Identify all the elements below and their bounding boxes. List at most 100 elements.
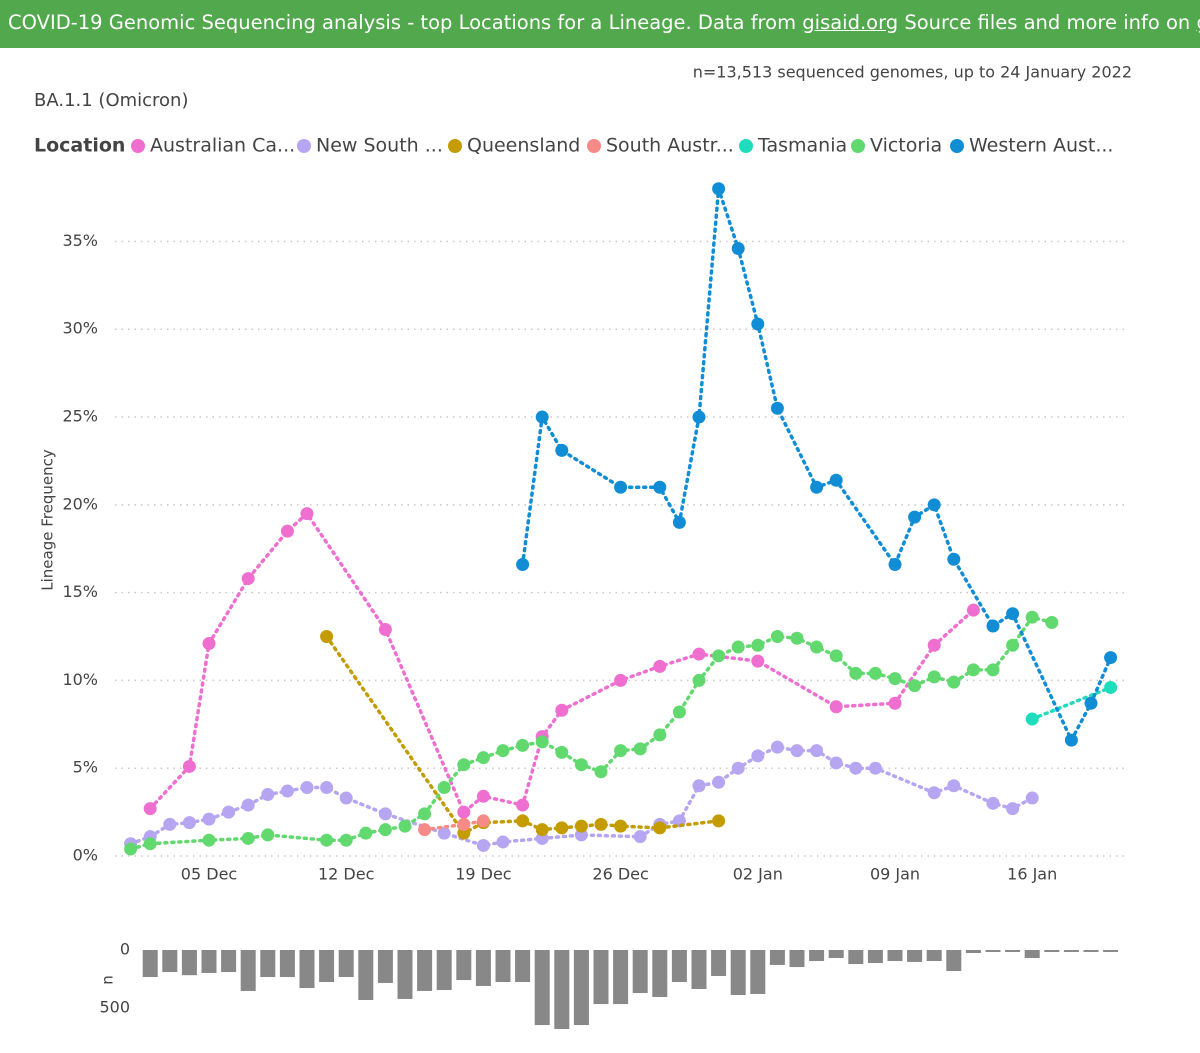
- data-point: [320, 833, 334, 847]
- data-point: [182, 816, 196, 830]
- data-point: [829, 649, 843, 663]
- data-point: [947, 779, 961, 793]
- legend-label: Western Aust...: [969, 135, 1113, 157]
- x-tick-label: 16 Jan: [1007, 865, 1057, 884]
- data-point: [829, 473, 843, 487]
- data-point: [300, 781, 314, 795]
- data-point: [594, 817, 608, 831]
- data-point: [202, 637, 216, 651]
- data-point: [437, 781, 451, 795]
- data-point: [614, 744, 628, 758]
- data-point: [1025, 610, 1039, 624]
- data-point: [574, 758, 588, 772]
- data-point: [339, 791, 353, 805]
- bar: [162, 950, 178, 973]
- data-point: [731, 640, 745, 654]
- data-point: [770, 740, 784, 754]
- data-point: [1025, 791, 1039, 805]
- data-point: [202, 812, 216, 826]
- bar: [475, 950, 491, 986]
- data-point: [653, 821, 667, 835]
- bar: [338, 950, 354, 978]
- data-point: [143, 837, 157, 851]
- y-tick-label: 15%: [62, 582, 98, 601]
- bar: [142, 950, 158, 978]
- series-line: [520, 188, 1113, 745]
- data-point: [829, 756, 843, 770]
- bar: [1063, 950, 1079, 952]
- data-point: [241, 798, 255, 812]
- data-point: [202, 833, 216, 847]
- subtitle: n=13,513 sequenced genomes, up to 24 Jan…: [693, 63, 1132, 82]
- github-link[interactable]: github: [1196, 11, 1200, 34]
- gisaid-link[interactable]: gisaid.org: [802, 11, 899, 34]
- bar: [965, 950, 981, 954]
- bar: [240, 950, 256, 991]
- data-point: [712, 814, 726, 828]
- legend-label: Tasmania: [757, 135, 847, 157]
- data-point: [418, 823, 432, 837]
- data-point: [653, 659, 667, 673]
- data-point: [457, 817, 471, 831]
- data-point: [868, 761, 882, 775]
- legend-marker: [851, 139, 865, 153]
- data-point: [241, 572, 255, 586]
- legend-marker: [950, 139, 964, 153]
- data-point: [535, 735, 549, 749]
- bar: [828, 950, 844, 959]
- legend-marker: [297, 139, 311, 153]
- bar: [1083, 950, 1099, 952]
- legend-label: Australian Ca...: [150, 135, 295, 157]
- data-point: [359, 826, 373, 840]
- data-point: [143, 802, 157, 816]
- data-point: [496, 744, 510, 758]
- data-point: [849, 666, 863, 680]
- bar: [809, 950, 825, 962]
- data-point: [751, 638, 765, 652]
- data-point: [927, 786, 941, 800]
- data-point: [1084, 696, 1098, 710]
- data-point: [751, 317, 765, 331]
- bar: [456, 950, 472, 981]
- data-point: [496, 835, 510, 849]
- bar: [613, 950, 629, 1005]
- x-tick-label: 12 Dec: [318, 865, 374, 884]
- data-point: [555, 745, 569, 759]
- bar: [593, 950, 609, 1005]
- data-point: [476, 838, 490, 852]
- data-point: [868, 666, 882, 680]
- data-point: [888, 558, 902, 572]
- bar: [515, 950, 531, 983]
- data-point: [770, 630, 784, 644]
- data-point: [320, 630, 334, 644]
- data-point: [398, 819, 412, 833]
- y-axis-label: Lineage Frequency: [39, 449, 57, 591]
- bar: [848, 950, 864, 965]
- data-point: [555, 821, 569, 835]
- x-tick-label: 05 Dec: [181, 865, 237, 884]
- data-point: [692, 673, 706, 687]
- data-point: [555, 703, 569, 717]
- y-tick-label: 30%: [62, 319, 98, 338]
- bar: [671, 950, 687, 983]
- data-point: [241, 831, 255, 845]
- data-point: [790, 631, 804, 645]
- data-point: [261, 828, 275, 842]
- legend-label: New South ...: [316, 135, 443, 157]
- bar: [260, 950, 276, 978]
- x-tick-label: 26 Dec: [592, 865, 648, 884]
- data-point: [672, 515, 686, 529]
- bar: [946, 950, 962, 971]
- legend-marker: [587, 139, 601, 153]
- data-point: [280, 784, 294, 798]
- data-point: [966, 603, 980, 617]
- data-point: [476, 814, 490, 828]
- bar: [319, 950, 335, 983]
- y-tick-label: 20%: [62, 494, 98, 513]
- legend-marker: [448, 139, 462, 153]
- bar: [750, 950, 766, 994]
- bar: [652, 950, 668, 997]
- bar: [769, 950, 785, 965]
- data-point: [633, 830, 647, 844]
- bar: [299, 950, 315, 989]
